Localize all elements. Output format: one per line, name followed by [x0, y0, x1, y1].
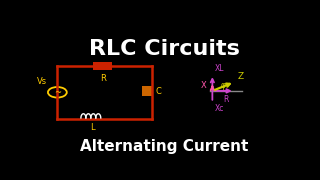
- Bar: [93, 62, 112, 70]
- Text: Vs: Vs: [36, 77, 47, 86]
- Text: Z: Z: [238, 72, 244, 81]
- Text: ~: ~: [54, 88, 61, 97]
- Text: R: R: [223, 95, 228, 104]
- Text: R: R: [100, 74, 106, 83]
- Text: L: L: [90, 123, 94, 132]
- Text: RLC Circuits: RLC Circuits: [89, 39, 239, 59]
- Bar: [142, 86, 152, 96]
- Text: Alternating Current: Alternating Current: [80, 139, 248, 154]
- Text: C: C: [155, 87, 161, 96]
- Text: X: X: [200, 81, 206, 90]
- Text: Xc: Xc: [214, 104, 224, 113]
- Text: φ: φ: [221, 80, 226, 89]
- Text: XL: XL: [214, 64, 224, 73]
